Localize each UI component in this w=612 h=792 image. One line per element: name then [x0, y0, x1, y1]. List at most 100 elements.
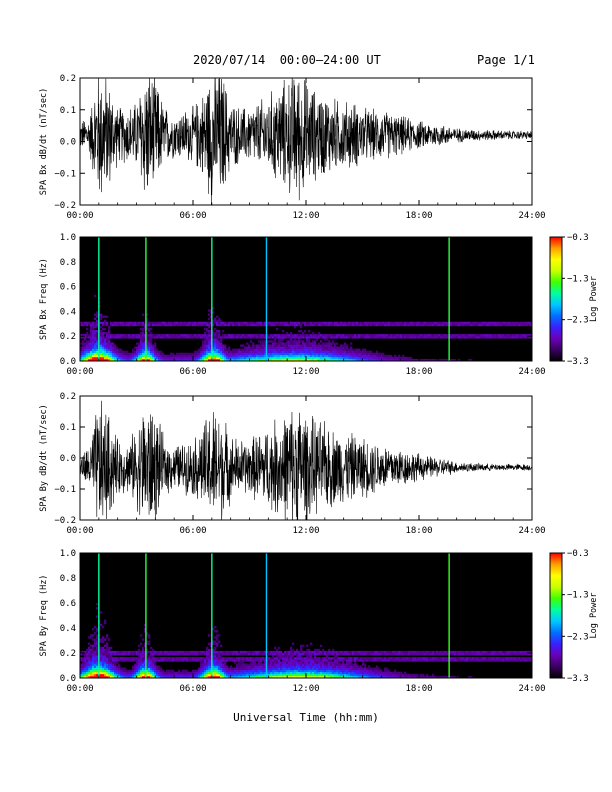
spectrogram-cell: [224, 348, 227, 351]
spectrogram-cell: [318, 323, 321, 327]
spectrogram-cell: [82, 350, 85, 354]
spectrogram-cell: [242, 659, 245, 662]
spectrogram-cell: [502, 650, 505, 654]
spectrogram-cell: [144, 630, 147, 633]
spectrogram-cell: [112, 323, 115, 327]
spectrogram-cell: [402, 673, 405, 677]
spectrogram-cell: [340, 667, 343, 670]
spectrogram-cell: [526, 323, 529, 327]
spectrogram-cell: [334, 358, 337, 362]
spectrogram-cell: [146, 342, 149, 345]
spectrogram-cell: [100, 653, 103, 656]
spectrogram-cell: [306, 650, 309, 654]
spectrogram-cell: [462, 650, 465, 654]
spectrogram-cell: [392, 336, 395, 339]
spectrogram-cell: [398, 354, 401, 358]
spectrogram-cell: [516, 323, 519, 327]
spectrogram-cell: [326, 675, 329, 679]
spectrogram-cell: [370, 657, 373, 660]
spectrogram-cell: [244, 323, 247, 327]
spectrogram-cell: [510, 653, 513, 656]
colorbar-tick-label: −3.3: [567, 357, 589, 367]
spectrogram-cell: [204, 665, 207, 668]
spectrogram-cell: [452, 323, 455, 327]
spectrogram-cell: [388, 334, 391, 337]
spectrogram-cell: [368, 321, 371, 325]
spectrogram-cell: [318, 665, 321, 668]
spectrogram-cell: [132, 653, 135, 656]
spectrogram-cell: [202, 336, 205, 339]
spectrogram-cell: [294, 325, 297, 329]
spectrogram-cell: [296, 663, 299, 666]
spectrogram-cell: [186, 653, 189, 656]
spectrogram-cell: [194, 334, 197, 337]
spectrogram-cell: [362, 321, 365, 325]
spectrogram-cell: [318, 336, 321, 339]
spectrogram-cell: [410, 321, 413, 325]
spectrogram-cell: [520, 334, 523, 337]
spectrogram-cell: [140, 663, 143, 666]
spectrogram-cell: [136, 673, 139, 677]
spectrogram-cell: [336, 358, 339, 362]
spectrogram-cell: [344, 342, 347, 345]
spectrogram-cell: [146, 675, 149, 679]
spectrogram-cell: [360, 671, 363, 675]
spectrogram-cell: [224, 336, 227, 339]
spectrogram-cell: [368, 336, 371, 339]
spectrogram-cell: [186, 671, 189, 675]
spectrogram-cell: [94, 317, 97, 320]
spectrogram-cell: [94, 323, 97, 327]
spectrogram-cell: [116, 346, 119, 349]
x-tick-label: 12:00: [292, 211, 319, 221]
spectrogram-cell: [274, 348, 277, 351]
spectrogram-cell: [232, 650, 235, 654]
spectrogram-cell: [122, 356, 125, 360]
spectrogram-cell: [268, 350, 271, 354]
spectrogram-cell: [146, 344, 149, 347]
spectrogram-cell: [286, 348, 289, 351]
spectrogram-cell: [104, 358, 107, 362]
spectrogram-cell: [268, 650, 271, 654]
spectrogram-cell: [470, 675, 473, 679]
spectrogram-cell: [420, 336, 423, 339]
spectrogram-cell: [390, 323, 393, 327]
spectrogram-cell: [298, 663, 301, 666]
spectrogram-cell: [154, 342, 157, 345]
spectrogram-cell: [260, 356, 263, 360]
spectrogram-cell: [410, 653, 413, 656]
spectrogram-cell: [292, 650, 295, 654]
spectrogram-cell: [442, 336, 445, 339]
spectrogram-cell: [100, 342, 103, 345]
spectrogram-cell: [234, 673, 237, 677]
spectrogram-cell: [82, 673, 85, 677]
spectrogram-cell: [202, 340, 205, 343]
spectrogram-cell: [278, 358, 281, 362]
spectrogram-cell: [102, 334, 105, 337]
spectrogram-cell: [260, 671, 263, 675]
spectrogram-cell: [492, 334, 495, 337]
spectrogram-cell: [406, 653, 409, 656]
spectrogram-cell: [512, 650, 515, 654]
spectrogram-cell: [286, 350, 289, 354]
spectrogram-cell: [450, 650, 453, 654]
spectrogram-cell: [170, 657, 173, 660]
spectrogram-cell: [394, 354, 397, 358]
spectrogram-cell: [338, 659, 341, 662]
spectrogram-cell: [134, 667, 137, 670]
spectrogram-cell: [180, 336, 183, 339]
spectrogram-cell: [130, 669, 133, 673]
spectrogram-cell: [150, 354, 153, 358]
spectrogram-cell: [96, 642, 99, 645]
spectrogram-cell: [136, 657, 139, 660]
spectrogram-cell: [146, 659, 149, 662]
spectrogram-cell: [282, 346, 285, 349]
y-axis-label: SPA By Freq (Hz): [39, 575, 49, 657]
spectrogram-cell: [344, 665, 347, 668]
spectrogram-cell: [186, 650, 189, 654]
spectrogram-cell: [142, 350, 145, 354]
spectrogram-cell: [276, 657, 279, 660]
spectrogram-cell: [176, 659, 179, 662]
spectrogram-cell: [302, 675, 305, 679]
spectrogram-cell: [144, 354, 147, 358]
spectrogram-cell: [106, 356, 109, 360]
